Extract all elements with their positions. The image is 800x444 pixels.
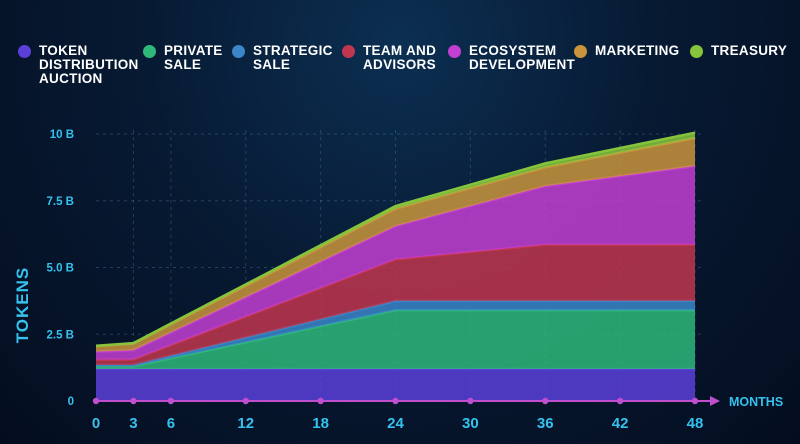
legend-item-treasury[interactable]: TREASURY (690, 44, 787, 58)
x-tick-label: 42 (612, 415, 629, 432)
y-tick-label: 0 (68, 396, 74, 408)
x-tick-label: 6 (167, 415, 175, 432)
y-tick-label: 2.5 B (47, 329, 75, 341)
area-marketing (96, 138, 695, 352)
legend-label-team-and-advisors: TEAM AND ADVISORS (363, 43, 437, 72)
legend-item-team-and-advisors[interactable]: TEAM AND ADVISORS (342, 44, 436, 72)
x-tick-dot (691, 397, 699, 405)
x-tick-label: 48 (687, 415, 704, 432)
series-areas (95, 131, 696, 401)
y-tick-label: 5.0 B (47, 263, 75, 275)
legend-item-ecosystem-development[interactable]: ECOSYSTEM DEVELOPMENT (448, 44, 575, 72)
x-tick-label: 3 (129, 415, 137, 432)
area-edge-treasury (95, 131, 696, 347)
x-tick-dot (242, 397, 249, 405)
legend-label-strategic-sale: STRATEGIC SALE (253, 43, 333, 72)
legend-swatch-team-and-advisors (342, 45, 355, 58)
area-token-distribution-auction (96, 369, 695, 401)
legend-item-token-distribution-auction[interactable]: TOKEN DISTRIBUTION AUCTION (18, 44, 139, 86)
x-tick-dot (167, 397, 175, 405)
x-tick-label: 24 (387, 415, 404, 432)
legend-swatch-token-distribution-auction (18, 45, 31, 58)
legend-swatch-private-sale (143, 45, 156, 58)
legend-item-private-sale[interactable]: PRIVATE SALE (143, 44, 223, 72)
legend-label-private-sale: PRIVATE SALE (164, 43, 223, 72)
x-tick-dot (467, 397, 474, 405)
legend-label-token-distribution-auction: TOKEN DISTRIBUTION AUCTION (39, 43, 139, 86)
legend-label-ecosystem-development: ECOSYSTEM DEVELOPMENT (469, 43, 576, 72)
chart-legend: TOKEN DISTRIBUTION AUCTION PRIVATE SALE … (0, 0, 800, 100)
x-tick-dot (542, 397, 549, 405)
y-tick-label: 10 B (50, 129, 74, 141)
x-tick-dot (92, 397, 100, 405)
legend-label-treasury: TREASURY (711, 43, 788, 58)
legend-swatch-ecosystem-development (448, 45, 461, 58)
x-tick-label: 0 (92, 415, 100, 432)
x-tick-dot (392, 397, 399, 405)
x-tick-label: 36 (537, 415, 554, 432)
area-private-sale (96, 310, 695, 369)
x-tick-dot (616, 397, 624, 405)
legend-item-strategic-sale[interactable]: STRATEGIC SALE (232, 44, 333, 72)
axes (92, 396, 720, 406)
legend-label-marketing: MARKETING (595, 43, 680, 58)
x-tick-label: 30 (462, 415, 479, 432)
x-tick-dot (317, 397, 324, 405)
area-team-and-advisors (96, 244, 695, 365)
y-tick-label: 7.5 B (47, 196, 75, 208)
legend-swatch-marketing (574, 45, 587, 58)
x-axis-title: MONTHS (729, 395, 783, 409)
x-tick-label: 12 (237, 415, 254, 432)
legend-swatch-treasury (690, 45, 703, 58)
area-ecosystem-development (96, 166, 695, 360)
x-tick-dot (130, 397, 137, 405)
legend-swatch-strategic-sale (232, 45, 245, 58)
legend-item-marketing[interactable]: MARKETING (574, 44, 679, 58)
x-tick-label: 18 (312, 415, 329, 432)
